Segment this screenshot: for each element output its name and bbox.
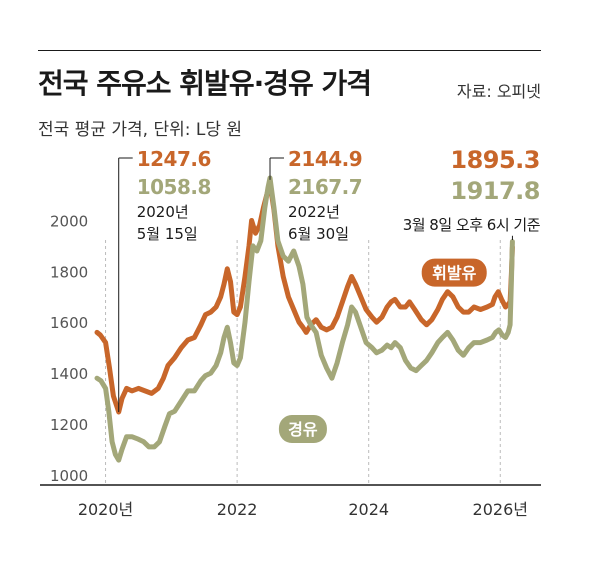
x-tick-label: 2026년: [473, 500, 528, 519]
x-tick-label: 2022: [217, 500, 258, 519]
annotation-gasoline-value: 2144.9: [288, 147, 362, 171]
diesel-series-line: [94, 175, 515, 463]
gasoline-series-line: [94, 181, 515, 415]
series-label-badge: [278, 415, 327, 444]
series-label: 휘발유: [432, 264, 476, 283]
annotation-gasoline-value: 1247.6: [137, 147, 211, 171]
y-tick-label: 1400: [50, 365, 88, 383]
y-tick-label: 2000: [50, 213, 88, 231]
x-tick-label: 2024: [348, 500, 389, 519]
x-tick-label: 2020년: [78, 500, 133, 519]
annotation-gasoline-value: 1895.3: [450, 146, 540, 174]
annotation-diesel-value: 2167.7: [288, 175, 362, 199]
annotation-diesel-value: 1917.8: [450, 177, 540, 205]
y-tick-label: 1200: [50, 416, 88, 434]
y-tick-label: 1600: [50, 314, 88, 332]
chart-title: 전국 주유소 휘발유·경유 가격: [38, 67, 372, 100]
chart-subtitle: 전국 평균 가격, 단위: L당 원: [38, 120, 243, 140]
annotation-date: 5월 15일: [137, 225, 198, 243]
annotation-date: 6월 30일: [288, 225, 349, 243]
series-label-badge: [421, 258, 487, 287]
annotation-date: 2020년: [137, 203, 189, 221]
y-tick-label: 1000: [50, 467, 88, 485]
annotation-date: 2022년: [288, 203, 340, 221]
series-label: 경유: [288, 420, 318, 439]
annotation-diesel-value: 1058.8: [137, 175, 211, 199]
y-tick-label: 1800: [50, 263, 88, 281]
top-rule: [38, 50, 541, 51]
source-label: 자료: 오피넷: [456, 82, 541, 101]
annotation-date: 3월 8일 오후 6시 기준: [403, 216, 541, 234]
